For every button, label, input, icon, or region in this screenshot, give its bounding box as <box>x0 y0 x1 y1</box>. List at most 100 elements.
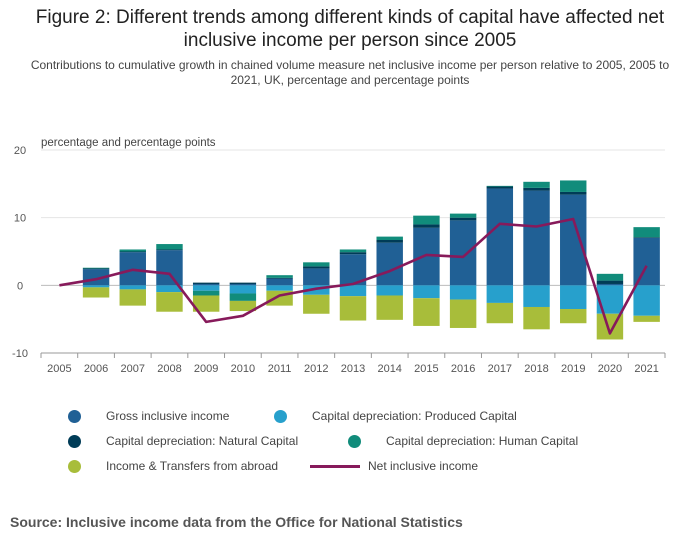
bar-segment <box>486 185 514 187</box>
x-tick-label: 2008 <box>157 363 181 375</box>
y-tick-label: 0 <box>17 280 23 292</box>
legend-swatch-circle-icon <box>348 434 361 448</box>
bar-segment <box>596 280 624 284</box>
y-axis-label: percentage and percentage points <box>41 137 216 149</box>
legend: Gross inclusive income Capital depreciat… <box>0 400 700 490</box>
bar-segment <box>523 187 550 191</box>
legend-item-human-capital[interactable]: Capital depreciation: Human Capital <box>348 434 578 448</box>
x-tick-label: 2009 <box>194 363 218 375</box>
bar-segment <box>119 249 146 252</box>
bar-segment <box>413 215 440 225</box>
bar-segment <box>119 251 146 253</box>
bar-segment <box>266 277 293 279</box>
legend-item-gross-inclusive-income[interactable]: Gross inclusive income <box>68 409 229 423</box>
bar-segment <box>486 186 514 189</box>
x-tick-label: 2016 <box>451 363 475 375</box>
bar-segment <box>156 292 183 312</box>
bar-segment <box>266 275 293 278</box>
bar-segment <box>596 273 624 281</box>
chart-subtitle: Contributions to cumulative growth in ch… <box>30 58 670 87</box>
bar-segment <box>339 249 367 253</box>
x-tick-label: 2012 <box>304 363 328 375</box>
bar-segment <box>192 290 220 296</box>
source-note: Source: Inclusive income data from the O… <box>10 514 463 530</box>
bar-segment <box>82 268 110 270</box>
bar-segment <box>560 191 587 195</box>
bar-segment <box>266 285 293 291</box>
legend-swatch-circle-icon <box>68 434 81 448</box>
bar-segment <box>560 285 587 310</box>
bar-segment <box>82 285 110 288</box>
bar-segment <box>413 298 440 326</box>
legend-label: Gross inclusive income <box>106 409 230 423</box>
bar-segment <box>229 293 257 301</box>
bar-segment <box>339 285 367 297</box>
bar-segment <box>486 285 514 303</box>
bar-segment <box>633 285 660 316</box>
bar-segment <box>119 285 146 290</box>
bar-segment <box>376 295 403 320</box>
chart-title: Figure 2: Different trends among differe… <box>35 7 665 51</box>
bar-segment <box>449 220 477 286</box>
legend-item-produced-capital[interactable]: Capital depreciation: Produced Capital <box>274 409 517 423</box>
x-tick-label: 2020 <box>598 363 622 375</box>
x-tick-label: 2015 <box>414 363 438 375</box>
legend-label: Capital depreciation: Natural Capital <box>106 434 299 448</box>
bar-segment <box>303 268 330 286</box>
bar-segment <box>560 194 587 286</box>
x-tick-label: 2013 <box>341 363 365 375</box>
bar-segment <box>192 295 220 312</box>
bar-segment <box>523 181 550 188</box>
x-tick-label: 2011 <box>268 363 292 375</box>
bar-segment <box>192 283 220 286</box>
bar-segment <box>560 180 587 192</box>
bar-segment <box>633 227 660 238</box>
bar-segment <box>449 213 477 218</box>
legend-swatch-circle-icon <box>68 459 81 473</box>
x-tick-label: 2014 <box>377 363 401 375</box>
bar-segment <box>449 217 477 221</box>
bar-segment <box>339 252 367 255</box>
x-tick-label: 2006 <box>84 363 108 375</box>
bar-segment <box>229 300 257 312</box>
stacked-bar-line-chart: -10 0 10 20 percentage and percentage points… <box>12 137 666 375</box>
bar-segment <box>156 249 183 251</box>
legend-label: Net inclusive income <box>368 459 479 473</box>
legend-item-net-inclusive-income[interactable]: Net inclusive income <box>310 459 478 473</box>
bar-segment <box>523 306 550 330</box>
bar-segment <box>82 267 110 269</box>
legend-item-income-transfers-abroad[interactable]: Income & Transfers from abroad <box>68 459 278 473</box>
bar-segment <box>449 285 477 300</box>
legend-label: Capital depreciation: Human Capital <box>386 434 579 448</box>
bar-segment <box>560 309 587 324</box>
bar-segment <box>303 266 330 269</box>
bar-segment <box>156 250 183 286</box>
bar-segment <box>413 224 440 228</box>
y-tick-label: -10 <box>12 348 28 360</box>
legend-item-natural-capital[interactable]: Capital depreciation: Natural Capital <box>68 434 298 448</box>
bar-segment <box>376 285 403 296</box>
net-inclusive-income-line <box>59 217 648 335</box>
bar-segment <box>633 237 660 238</box>
bar-segment <box>486 188 514 286</box>
bar-segment <box>339 296 367 321</box>
bar-segment <box>266 278 293 286</box>
bar-segment <box>82 287 110 298</box>
legend-swatch-line-icon <box>310 464 360 468</box>
bar-segment <box>376 239 403 243</box>
x-tick-label: 2021 <box>634 363 658 375</box>
x-tick-label: 2019 <box>561 363 585 375</box>
bar-segment <box>192 282 220 284</box>
bar-segment <box>376 236 403 240</box>
bar-segment <box>523 190 550 286</box>
bar-segment <box>229 285 257 294</box>
x-tick-label: 2017 <box>488 363 512 375</box>
bar-segment <box>449 299 477 328</box>
bar-segment <box>596 283 624 286</box>
bar-segment <box>303 262 330 267</box>
bar-segment <box>303 294 330 314</box>
bar-segment <box>633 237 660 286</box>
bar-segment <box>156 244 183 250</box>
x-tick-label: 2005 <box>47 363 71 375</box>
bar-segment <box>633 315 660 322</box>
